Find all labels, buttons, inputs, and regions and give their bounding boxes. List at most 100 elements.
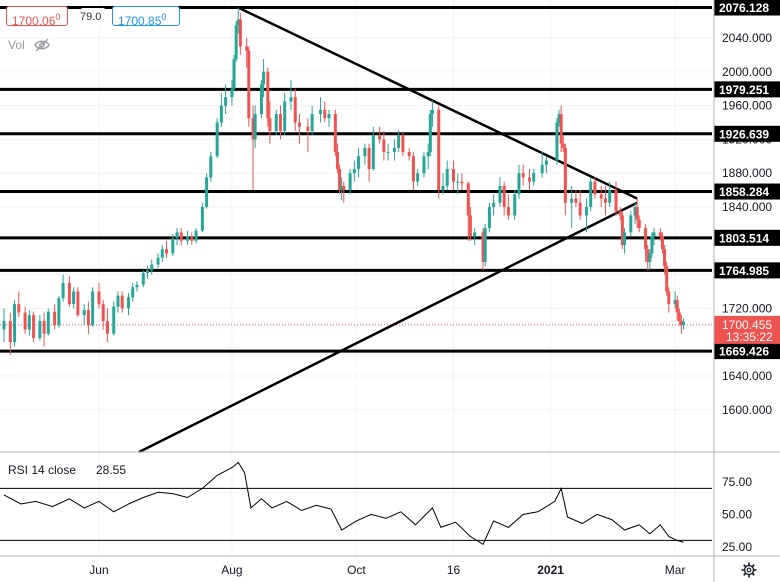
candle-body[interactable] bbox=[386, 152, 390, 154]
candle-body[interactable] bbox=[234, 25, 238, 60]
candle-body[interactable] bbox=[342, 185, 346, 191]
candle-body[interactable] bbox=[378, 135, 382, 140]
candle-body[interactable] bbox=[456, 181, 460, 183]
candle-body[interactable] bbox=[194, 230, 198, 241]
candle-body[interactable] bbox=[652, 232, 656, 237]
candle-body[interactable] bbox=[663, 249, 667, 267]
candle-body[interactable] bbox=[306, 126, 310, 131]
candle-body[interactable] bbox=[441, 185, 445, 191]
candle-body[interactable] bbox=[120, 295, 124, 309]
candle-body[interactable] bbox=[682, 321, 686, 326]
candle-body[interactable] bbox=[426, 152, 430, 157]
candle-body[interactable] bbox=[658, 232, 662, 237]
rsi-line[interactable] bbox=[3, 461, 684, 546]
buy-price-box[interactable]: 1700.850 bbox=[112, 6, 180, 28]
candle-body[interactable] bbox=[283, 101, 287, 131]
candle-body[interactable] bbox=[105, 321, 109, 334]
candle-body[interactable] bbox=[392, 147, 396, 153]
candle-body[interactable] bbox=[430, 109, 434, 115]
candle-body[interactable] bbox=[165, 249, 169, 254]
candle-body[interactable] bbox=[483, 228, 487, 262]
candle-body[interactable] bbox=[620, 215, 624, 246]
candle-body[interactable] bbox=[2, 321, 6, 330]
candle-body[interactable] bbox=[238, 19, 242, 47]
candle-body[interactable] bbox=[622, 232, 626, 246]
candle-body[interactable] bbox=[599, 194, 603, 199]
candle-body[interactable] bbox=[371, 135, 375, 169]
candle-body[interactable] bbox=[544, 160, 548, 165]
candle-body[interactable] bbox=[297, 122, 301, 127]
candle-body[interactable] bbox=[160, 249, 164, 258]
candle-body[interactable] bbox=[116, 295, 120, 307]
candle-body[interactable] bbox=[468, 215, 472, 237]
candle-body[interactable] bbox=[401, 135, 405, 153]
candle-body[interactable] bbox=[224, 97, 228, 106]
candle-body[interactable] bbox=[635, 206, 639, 220]
candle-body[interactable] bbox=[215, 122, 219, 157]
candle-body[interactable] bbox=[150, 264, 154, 271]
candle-body[interactable] bbox=[17, 304, 21, 313]
candle-body[interactable] bbox=[97, 291, 101, 305]
candle-body[interactable] bbox=[76, 291, 80, 316]
candle-body[interactable] bbox=[445, 168, 449, 186]
candle-body[interactable] bbox=[460, 181, 464, 184]
candle-body[interactable] bbox=[675, 299, 679, 313]
candle-body[interactable] bbox=[561, 143, 565, 148]
candle-body[interactable] bbox=[492, 202, 496, 207]
candle-body[interactable] bbox=[278, 114, 282, 131]
candle-body[interactable] bbox=[127, 297, 131, 309]
candle-body[interactable] bbox=[232, 59, 236, 89]
candle-body[interactable] bbox=[268, 118, 272, 131]
candle-body[interactable] bbox=[646, 249, 650, 262]
candle-body[interactable] bbox=[466, 183, 470, 216]
candle-body[interactable] bbox=[219, 105, 223, 123]
candle-body[interactable] bbox=[473, 232, 477, 237]
candle-body[interactable] bbox=[289, 97, 293, 102]
candle-body[interactable] bbox=[422, 156, 426, 174]
candle-body[interactable] bbox=[487, 206, 491, 229]
candle-body[interactable] bbox=[262, 71, 266, 85]
candle-body[interactable] bbox=[245, 46, 249, 51]
candle-body[interactable] bbox=[667, 291, 671, 305]
candle-body[interactable] bbox=[382, 139, 386, 153]
candle-body[interactable] bbox=[230, 88, 234, 98]
candle-body[interactable] bbox=[42, 321, 46, 334]
candle-body[interactable] bbox=[570, 198, 574, 203]
candle-body[interactable] bbox=[156, 257, 160, 265]
candle-body[interactable] bbox=[650, 236, 654, 254]
candle-body[interactable] bbox=[593, 181, 597, 195]
candle-body[interactable] bbox=[574, 198, 578, 203]
candle-body[interactable] bbox=[175, 232, 179, 239]
candle-body[interactable] bbox=[629, 215, 633, 233]
candle-body[interactable] bbox=[357, 156, 361, 169]
candle-body[interactable] bbox=[644, 228, 648, 250]
candle-body[interactable] bbox=[236, 19, 240, 26]
candle-body[interactable] bbox=[61, 283, 65, 299]
candle-body[interactable] bbox=[319, 109, 323, 115]
candle-body[interactable] bbox=[589, 181, 593, 207]
candle-body[interactable] bbox=[677, 312, 681, 322]
candle-body[interactable] bbox=[637, 219, 641, 229]
candle-body[interactable] bbox=[513, 194, 517, 216]
candle-body[interactable] bbox=[437, 109, 441, 191]
candle-body[interactable] bbox=[274, 114, 278, 131]
candle-body[interactable] bbox=[67, 283, 71, 305]
candle-body[interactable] bbox=[190, 236, 194, 241]
candle-body[interactable] bbox=[266, 71, 270, 119]
candle-body[interactable] bbox=[559, 114, 563, 144]
candle-body[interactable] bbox=[557, 114, 561, 123]
candle-body[interactable] bbox=[428, 114, 432, 153]
candle-body[interactable] bbox=[363, 147, 367, 157]
candle-body[interactable] bbox=[673, 299, 677, 305]
candle-body[interactable] bbox=[367, 147, 371, 169]
candle-body[interactable] bbox=[333, 114, 337, 153]
candle-body[interactable] bbox=[179, 232, 183, 241]
candle-body[interactable] bbox=[327, 114, 331, 119]
candle-body[interactable] bbox=[532, 173, 536, 182]
candle-body[interactable] bbox=[335, 152, 339, 169]
candle-body[interactable] bbox=[502, 185, 506, 207]
candle-body[interactable] bbox=[186, 236, 190, 241]
candle-body[interactable] bbox=[72, 291, 76, 305]
candle-body[interactable] bbox=[660, 236, 664, 250]
candle-body[interactable] bbox=[146, 270, 150, 273]
